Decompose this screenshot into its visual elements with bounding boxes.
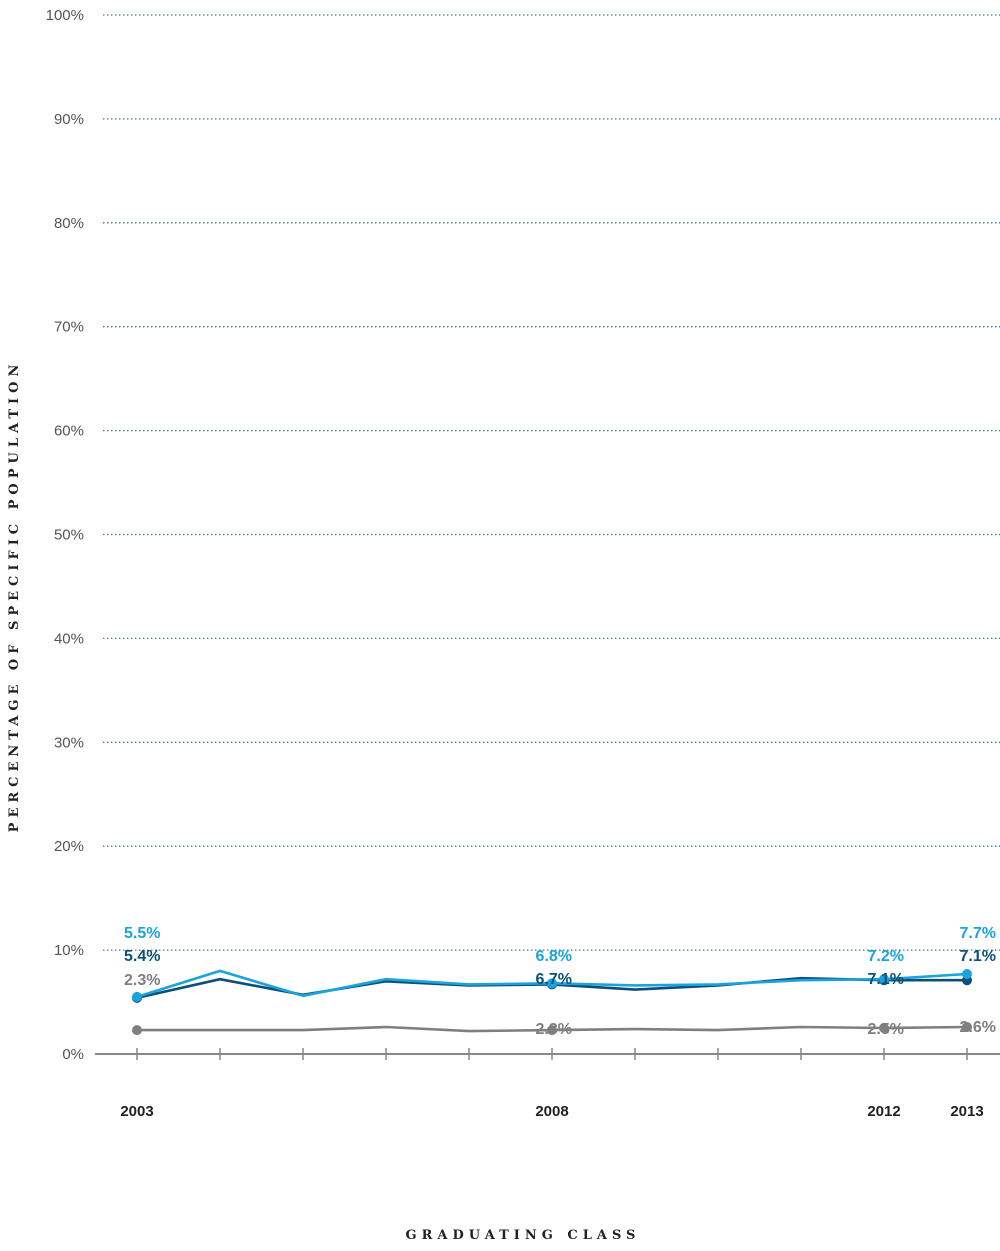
series-point — [962, 1021, 972, 1032]
data-label: 7.1% — [960, 948, 996, 965]
y-tick-label: 90% — [54, 111, 84, 128]
data-label: 7.1% — [868, 971, 904, 988]
y-tick-label: 60% — [54, 423, 84, 440]
data-label: 7.7% — [960, 925, 996, 942]
data-label: 2.3% — [124, 972, 160, 989]
data-label: 6.8% — [536, 948, 572, 965]
y-tick-label: 30% — [54, 734, 84, 751]
data-labels: 5.5% 6.8% 7.2% 7.7% 5.4% 6.7% 7.1% 7.1% 2.3% 2.3%… — [124, 925, 996, 1038]
y-tick-label: 70% — [54, 319, 84, 336]
x-tick-label: 2008 — [535, 1103, 568, 1120]
x-tick-label: 2003 — [120, 1103, 153, 1120]
y-tick-label: 50% — [54, 527, 84, 544]
y-tick-label: 20% — [54, 838, 84, 855]
data-label: 2.3% — [536, 1021, 572, 1038]
series-point — [132, 991, 142, 1002]
series-point — [132, 1025, 142, 1036]
x-axis-title: GRADUATING CLASS — [406, 1228, 641, 1243]
x-axis: 2003 2008 2012 2013 — [95, 1048, 1000, 1120]
data-label: 2.5% — [868, 1021, 904, 1038]
y-tick-label: 80% — [54, 215, 84, 232]
series-point — [962, 968, 972, 979]
y-tick-label: 100% — [46, 7, 84, 24]
series-points — [132, 968, 972, 1036]
y-tick-label: 40% — [54, 630, 84, 647]
y-axis-tick-labels: 0% 10% 20% 30% 40% 50% 60% 70% 80% 90% 100% — [46, 7, 84, 1063]
data-label: 2.6% — [960, 1019, 996, 1036]
x-tick-label: 2013 — [950, 1103, 983, 1120]
series-point — [547, 1025, 557, 1036]
data-label: 6.7% — [536, 971, 572, 988]
y-tick-label: 0% — [62, 1046, 84, 1063]
series-point — [879, 1023, 889, 1034]
series-point — [547, 978, 557, 989]
x-tick-label: 2012 — [867, 1103, 900, 1120]
gridlines — [103, 14, 1000, 951]
data-label: 7.2% — [868, 948, 904, 965]
y-axis-title: PERCENTAGE OF SPECIFIC POPULATION — [7, 360, 22, 833]
data-label: 5.5% — [124, 925, 160, 942]
series-point — [879, 974, 889, 985]
y-tick-label: 10% — [54, 942, 84, 959]
data-label: 5.4% — [124, 948, 160, 965]
